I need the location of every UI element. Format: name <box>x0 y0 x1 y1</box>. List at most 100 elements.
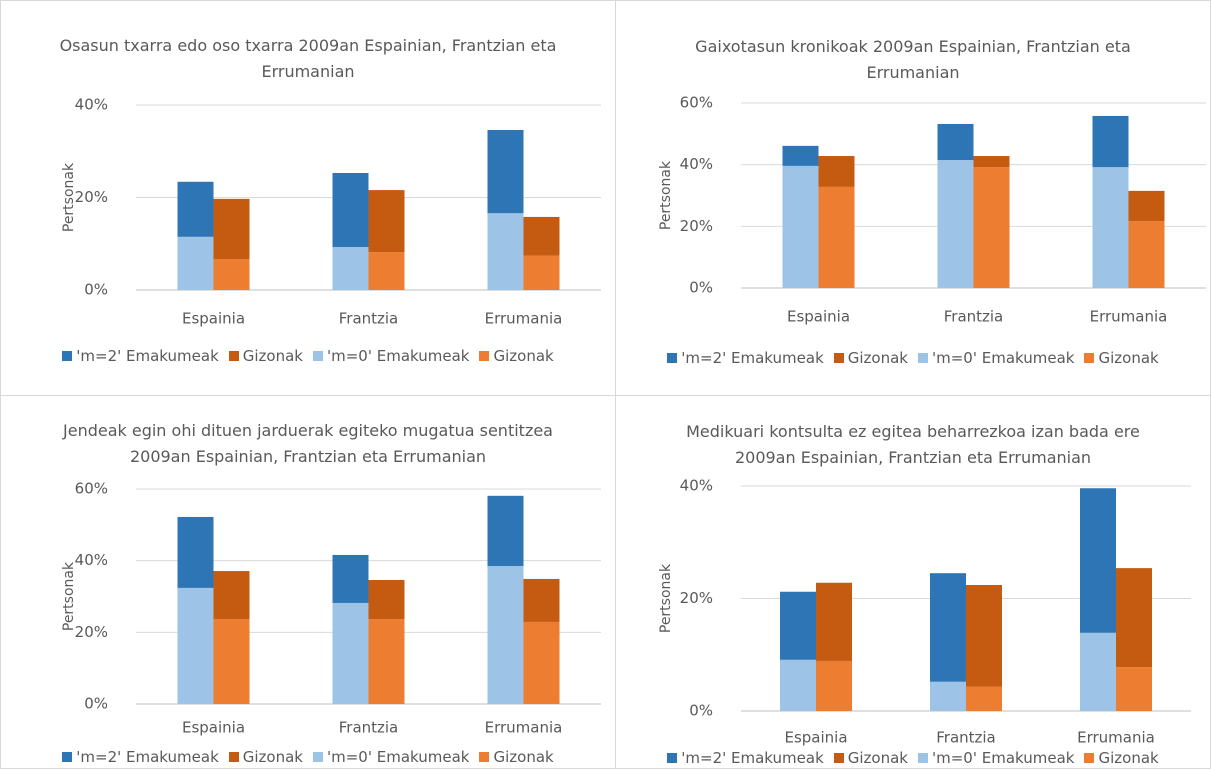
legend-item: Gizonak <box>228 347 303 365</box>
chart-title: Jendeak egin ohi dituen jarduerak egitek… <box>63 421 553 466</box>
bar <box>177 181 214 237</box>
legend-swatch <box>1084 353 1095 363</box>
legend: 'm=2' Emakumeak Gizonak 'm=0' Emakumeak Giz… <box>1 347 615 365</box>
legend-item: Gizonak <box>479 748 554 766</box>
y-tick-label: 40% <box>680 477 713 495</box>
legend-label: 'm=0' Emakumeak <box>327 748 470 766</box>
bar <box>782 145 819 166</box>
legend-label: Gizonak <box>493 347 554 365</box>
legend-label: Gizonak <box>847 749 908 767</box>
bar <box>487 566 524 704</box>
x-tick-label: Espainia <box>182 719 245 737</box>
bar <box>816 582 852 661</box>
chart: 0% 20% 40% Pertsonak Espainia Frantzia Erruman… <box>658 477 1191 747</box>
x-tick-label: Espainia <box>182 310 245 328</box>
bar <box>213 198 250 260</box>
legend-label: 'm=2' Emakumeak <box>76 748 219 766</box>
chart-title: Medikuari kontsulta ez egitea beharrezko… <box>686 422 1140 467</box>
y-axis-label: Pertsonak <box>61 162 77 232</box>
legend-swatch <box>918 353 928 363</box>
chart-panel: 0% 20% 40% Pertsonak Espainia Frantzia Erruman… <box>0 0 616 396</box>
legend-label: Gizonak <box>242 347 303 365</box>
bar <box>780 659 816 711</box>
legend-swatch <box>313 351 323 361</box>
bar <box>1116 667 1152 711</box>
legend-swatch <box>918 753 928 763</box>
bar <box>177 587 214 704</box>
x-tick-label: Errumania <box>485 310 563 328</box>
bar <box>818 186 855 288</box>
legend-swatch <box>228 752 239 762</box>
x-tick-label: Espainia <box>787 308 850 326</box>
y-tick-label: 0% <box>84 281 108 299</box>
legend-label: 'm=2' Emakumeak <box>681 349 824 367</box>
legend: 'm=2' Emakumeak Gizonak 'm=0' Emakumeak Giz… <box>616 749 1210 767</box>
chart: 0% 20% 40% 60% Pertsonak Espainia Frantzia Erru… <box>61 480 601 737</box>
x-tick-label: Errumania <box>1090 308 1168 326</box>
legend-swatch <box>667 353 678 363</box>
legend-swatch <box>833 753 844 763</box>
bar <box>213 259 250 290</box>
y-tick-label: 20% <box>680 217 713 235</box>
legend-item: 'm=2' Emakumeak <box>62 347 219 365</box>
chart-title: Gaixotasun kronikoak 2009an Espainian, F… <box>695 37 1131 82</box>
bar <box>523 255 560 290</box>
chart-panel: 0% 20% 40% Pertsonak Espainia Frantzia Erruman… <box>615 395 1211 769</box>
legend-item: Gizonak <box>833 749 908 767</box>
bar <box>213 619 250 704</box>
y-tick-label: 40% <box>75 96 108 114</box>
legend-label: Gizonak <box>1098 349 1159 367</box>
x-tick-label: Errumania <box>485 719 563 737</box>
legend-swatch <box>62 752 73 762</box>
x-tick-label: Frantzia <box>339 719 399 737</box>
chart-panel: 0% 20% 40% 60% Pertsonak Espainia Frantzia Erru… <box>0 395 616 769</box>
chart-panel: 0% 20% 40% 60% Pertsonak Espainia Frantzia Erru… <box>615 0 1211 396</box>
bar <box>1128 190 1165 222</box>
legend-swatch <box>667 753 678 763</box>
bar <box>816 660 852 711</box>
bar <box>368 619 405 704</box>
bar <box>973 156 1010 168</box>
legend-item: 'm=2' Emakumeak <box>62 748 219 766</box>
legend-label: 'm=2' Emakumeak <box>681 749 824 767</box>
legend-item: Gizonak <box>479 347 554 365</box>
legend-item: 'm=2' Emakumeak <box>667 349 824 367</box>
bar <box>780 591 816 660</box>
bar <box>213 571 250 620</box>
y-tick-label: 20% <box>75 188 108 206</box>
bar <box>930 573 966 682</box>
legend-label: Gizonak <box>847 349 908 367</box>
bar <box>1128 221 1165 288</box>
chart-title: Osasun txarra edo oso txarra 2009an Espa… <box>59 36 557 81</box>
legend-item: Gizonak <box>228 748 303 766</box>
x-tick-label: Errumania <box>1077 729 1155 747</box>
x-tick-label: Espainia <box>784 729 847 747</box>
bar <box>487 495 524 567</box>
legend-item: 'm=0' Emakumeak <box>918 349 1074 367</box>
y-tick-label: 60% <box>680 94 713 112</box>
legend-item: Gizonak <box>833 349 908 367</box>
bar <box>966 585 1002 687</box>
bar <box>523 578 560 622</box>
bar <box>1080 632 1116 711</box>
legend-swatch <box>228 351 239 361</box>
legend-label: 'm=0' Emakumeak <box>932 749 1075 767</box>
legend-swatch <box>479 752 490 762</box>
y-tick-label: 0% <box>689 279 713 297</box>
legend-item: Gizonak <box>1084 349 1159 367</box>
y-tick-label: 60% <box>75 480 108 498</box>
bar <box>782 165 819 288</box>
bar <box>966 686 1002 711</box>
bar <box>177 516 214 588</box>
y-tick-label: 0% <box>84 695 108 713</box>
bar <box>937 123 974 161</box>
chart: 0% 20% 40% Pertsonak Espainia Frantzia Erruman… <box>61 96 601 328</box>
bar <box>523 621 560 704</box>
legend-item: 'm=2' Emakumeak <box>667 749 824 767</box>
y-tick-label: 0% <box>689 702 713 720</box>
bar <box>368 190 405 253</box>
legend: 'm=2' Emakumeak Gizonak 'm=0' Emakumeak Giz… <box>616 349 1210 367</box>
y-axis-label: Pertsonak <box>61 561 77 631</box>
y-axis-label: Pertsonak <box>658 563 674 633</box>
legend-label: Gizonak <box>1098 749 1159 767</box>
